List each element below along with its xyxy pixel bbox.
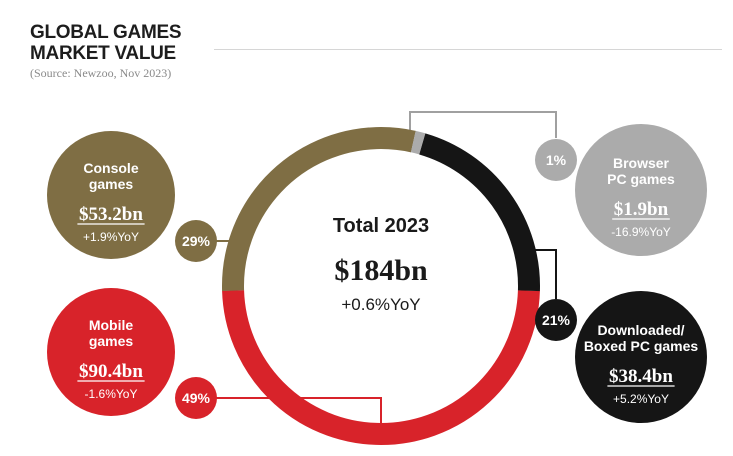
bubble-name-console: games [89, 176, 134, 192]
mobile-connector [196, 397, 382, 434]
bubble-console [47, 131, 175, 259]
bubble-downloaded [575, 291, 707, 423]
bubble-name-mobile: games [89, 333, 134, 349]
bubble-name-browser: Browser [613, 155, 670, 171]
share-badge-browser [535, 139, 577, 181]
donut-segment-browser [222, 126, 540, 445]
share-label-browser: 1% [546, 152, 567, 168]
chart-title-line2: MARKET VALUE [30, 43, 176, 64]
bubble-yoy-browser: -16.9%YoY [611, 225, 671, 239]
bubble-name-browser: PC games [607, 171, 675, 187]
center-total-label: Total 2023 [333, 215, 429, 237]
browser-connector [409, 111, 557, 138]
bubble-name-mobile: Mobile [89, 317, 134, 333]
share-badge-downloaded [535, 299, 577, 341]
share-badge-console [175, 220, 217, 262]
bubble-yoy-downloaded: +5.2%YoY [613, 392, 669, 406]
bubble-value-console: $53.2bn [79, 204, 143, 225]
bubble-value-mobile: $90.4bn [79, 361, 143, 382]
center-total-value: $184bn [334, 254, 428, 287]
donut-segment-downloaded [222, 127, 540, 445]
bubble-browser [575, 124, 707, 256]
donut-segment-console [222, 127, 540, 446]
bubble-name-downloaded: Downloaded/ [597, 322, 684, 338]
bubble-value-downloaded: $38.4bn [609, 366, 673, 387]
share-label-mobile: 49% [182, 390, 211, 406]
share-label-downloaded: 21% [542, 312, 571, 328]
bubble-yoy-mobile: -1.6%YoY [85, 387, 138, 401]
chart-title: GLOBAL GAMES MARKET VALUE [30, 22, 182, 64]
share-label-console: 29% [182, 233, 211, 249]
source-note: (Source: Newzoo, Nov 2023) [30, 66, 172, 80]
bubble-yoy-console: +1.9%YoY [83, 230, 139, 244]
bubble-value-browser: $1.9bn [614, 199, 669, 220]
chart-title-line1: GLOBAL GAMES [30, 22, 182, 43]
bubble-mobile [47, 288, 175, 416]
bubble-name-console: Console [83, 160, 138, 176]
bubble-name-downloaded: Boxed PC games [584, 338, 699, 354]
center-total-yoy: +0.6%YoY [341, 295, 420, 314]
header-divider [214, 49, 722, 50]
share-badge-mobile [175, 377, 217, 419]
